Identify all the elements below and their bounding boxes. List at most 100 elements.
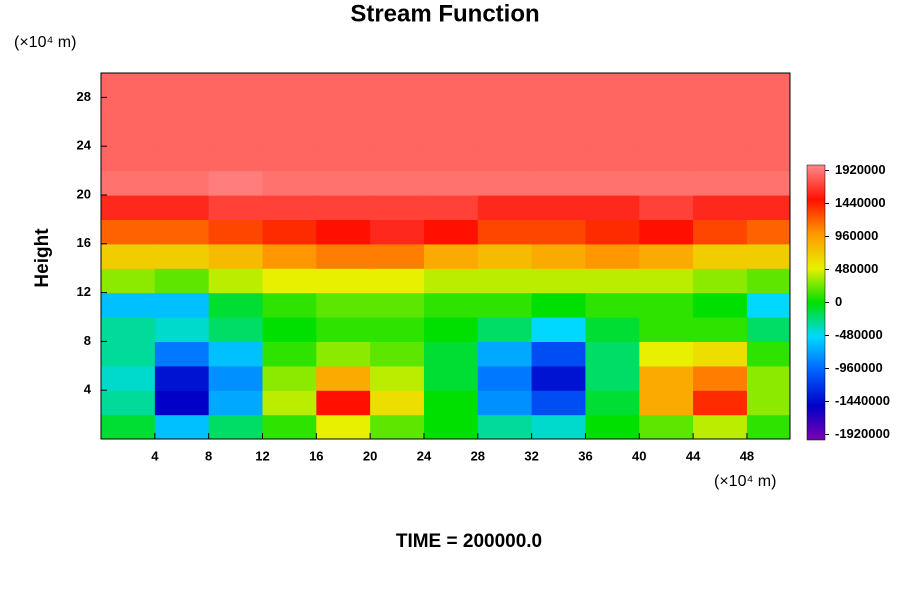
field-cell bbox=[262, 317, 317, 342]
field-cell bbox=[746, 219, 790, 245]
field-cell bbox=[585, 170, 640, 196]
field-cell bbox=[585, 341, 640, 367]
annotation: TIME = 200000.0 bbox=[396, 531, 542, 552]
field-cell bbox=[585, 317, 640, 342]
chart-title: Stream Function bbox=[350, 0, 539, 27]
field-cell bbox=[262, 219, 317, 245]
x-tick-label: 20 bbox=[363, 448, 377, 463]
field-cell bbox=[423, 365, 479, 391]
field-cell bbox=[262, 292, 317, 318]
field-cell bbox=[154, 73, 210, 98]
field-cell bbox=[693, 219, 748, 245]
field-cell bbox=[370, 414, 425, 439]
field-cell bbox=[316, 341, 371, 367]
field-cell bbox=[262, 121, 317, 147]
field-cell bbox=[531, 170, 587, 196]
field-cell bbox=[585, 414, 640, 439]
field-cell bbox=[262, 195, 317, 220]
field-cell bbox=[262, 268, 317, 294]
field-cell bbox=[154, 243, 210, 269]
field-cell bbox=[316, 317, 371, 342]
field-cell bbox=[746, 414, 790, 439]
x-tick-label: 8 bbox=[205, 448, 212, 463]
field-cell bbox=[639, 146, 694, 172]
field-cell bbox=[262, 170, 317, 196]
field-cell bbox=[423, 195, 479, 220]
field-cell bbox=[101, 341, 156, 367]
y-tick-label: 16 bbox=[77, 235, 91, 250]
x-tick-label: 48 bbox=[740, 448, 754, 463]
field-cell bbox=[316, 414, 371, 439]
field-cell bbox=[208, 268, 264, 294]
field-cell bbox=[154, 317, 210, 342]
field-cell bbox=[154, 219, 210, 245]
field-cell bbox=[746, 73, 790, 98]
field-cell bbox=[101, 97, 156, 123]
field-cell bbox=[693, 268, 748, 294]
field bbox=[101, 73, 790, 439]
field-cell bbox=[423, 121, 479, 147]
field-cell bbox=[531, 73, 587, 98]
field-cell bbox=[316, 97, 371, 123]
field-cell bbox=[154, 121, 210, 147]
colorbar-tick-label: 0 bbox=[835, 294, 842, 309]
field-cell bbox=[316, 146, 371, 172]
x-unit: (×10⁴ m) bbox=[714, 473, 776, 490]
field-cell bbox=[154, 146, 210, 172]
field-cell bbox=[585, 365, 640, 391]
field-cell bbox=[370, 268, 425, 294]
field-cell bbox=[585, 121, 640, 147]
x-tick-label: 4 bbox=[151, 448, 159, 463]
x-tick-label: 24 bbox=[417, 448, 432, 463]
field-cell bbox=[693, 414, 748, 439]
field-cell bbox=[101, 243, 156, 269]
field-cell bbox=[208, 414, 264, 439]
x-tick-label: 12 bbox=[255, 448, 269, 463]
field-cell bbox=[639, 243, 694, 269]
y-tick-label: 24 bbox=[77, 138, 92, 153]
field-cell bbox=[423, 146, 479, 172]
plot-frame bbox=[100, 72, 791, 440]
field-cell bbox=[316, 390, 371, 416]
field-cell bbox=[370, 317, 425, 342]
field-cell bbox=[423, 292, 479, 318]
field-cell bbox=[639, 97, 694, 123]
field-cell bbox=[746, 243, 790, 269]
field-cell bbox=[639, 73, 694, 98]
field-cell bbox=[208, 195, 264, 220]
field-cell bbox=[370, 341, 425, 367]
field-cell bbox=[693, 97, 748, 123]
field-cell bbox=[101, 73, 156, 98]
field-cell bbox=[154, 170, 210, 196]
field-cell bbox=[316, 268, 371, 294]
field-cell bbox=[154, 195, 210, 220]
field-cell bbox=[208, 243, 264, 269]
field-cell bbox=[101, 365, 156, 391]
field-cell bbox=[262, 414, 317, 439]
field-cell bbox=[639, 268, 694, 294]
field-cell bbox=[639, 317, 694, 342]
field-cell bbox=[639, 219, 694, 245]
field-cell bbox=[477, 292, 533, 318]
field-cell bbox=[316, 365, 371, 391]
field-cell bbox=[370, 73, 425, 98]
field-cell bbox=[316, 73, 371, 98]
field-cell bbox=[423, 73, 479, 98]
field-cell bbox=[693, 390, 748, 416]
field-cell bbox=[370, 195, 425, 220]
x-tick-label: 36 bbox=[578, 448, 592, 463]
field-cell bbox=[693, 170, 748, 196]
field-cell bbox=[477, 268, 533, 294]
field-cell bbox=[101, 146, 156, 172]
field-cell bbox=[746, 268, 790, 294]
field-cell bbox=[208, 73, 264, 98]
field-cell bbox=[208, 317, 264, 342]
field-cell bbox=[531, 97, 587, 123]
field-cell bbox=[154, 365, 210, 391]
colorbar-tick-label: -1920000 bbox=[835, 426, 890, 441]
field-cell bbox=[639, 365, 694, 391]
field-cell bbox=[370, 390, 425, 416]
field-cell bbox=[746, 341, 790, 367]
field-cell bbox=[477, 73, 533, 98]
